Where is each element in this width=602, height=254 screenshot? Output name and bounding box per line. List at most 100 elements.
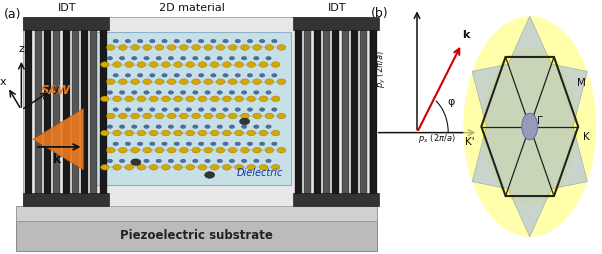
Circle shape xyxy=(223,74,228,78)
Circle shape xyxy=(241,91,247,95)
Circle shape xyxy=(199,142,204,146)
Polygon shape xyxy=(33,109,84,170)
Text: Dielectric: Dielectric xyxy=(237,168,284,178)
Circle shape xyxy=(144,57,149,61)
Circle shape xyxy=(216,80,225,85)
Circle shape xyxy=(161,165,170,170)
Circle shape xyxy=(228,114,237,119)
Text: x: x xyxy=(0,77,7,87)
Circle shape xyxy=(156,125,161,129)
Polygon shape xyxy=(23,18,109,30)
Circle shape xyxy=(132,160,137,163)
Circle shape xyxy=(107,80,115,85)
Circle shape xyxy=(204,80,213,85)
Circle shape xyxy=(186,97,194,102)
Circle shape xyxy=(205,125,210,129)
Circle shape xyxy=(168,91,173,95)
Circle shape xyxy=(210,131,219,136)
Circle shape xyxy=(210,62,219,68)
Circle shape xyxy=(259,131,268,136)
Circle shape xyxy=(174,74,179,78)
Circle shape xyxy=(235,142,240,146)
Circle shape xyxy=(228,148,237,153)
Circle shape xyxy=(162,40,167,44)
Circle shape xyxy=(119,45,127,51)
Circle shape xyxy=(149,165,158,170)
Circle shape xyxy=(278,114,286,119)
Circle shape xyxy=(144,125,149,129)
Circle shape xyxy=(253,45,261,51)
Circle shape xyxy=(125,40,131,44)
Circle shape xyxy=(168,57,173,61)
Polygon shape xyxy=(342,23,349,201)
Circle shape xyxy=(241,160,247,163)
Circle shape xyxy=(216,148,225,153)
Circle shape xyxy=(265,148,273,153)
Polygon shape xyxy=(472,17,588,237)
Circle shape xyxy=(179,45,188,51)
Circle shape xyxy=(217,160,222,163)
Polygon shape xyxy=(293,193,379,206)
Polygon shape xyxy=(351,23,358,201)
Text: $p_x\ (2\pi/a)$: $p_x\ (2\pi/a)$ xyxy=(418,132,456,145)
Text: IDT: IDT xyxy=(327,3,346,13)
Circle shape xyxy=(217,91,222,95)
Circle shape xyxy=(162,142,167,146)
Circle shape xyxy=(161,62,170,68)
Circle shape xyxy=(174,108,179,112)
Circle shape xyxy=(223,62,231,68)
Circle shape xyxy=(235,131,243,136)
Circle shape xyxy=(253,125,259,129)
Polygon shape xyxy=(63,23,69,201)
Circle shape xyxy=(143,114,152,119)
Polygon shape xyxy=(44,23,51,201)
Circle shape xyxy=(210,165,219,170)
Circle shape xyxy=(266,91,272,95)
Polygon shape xyxy=(90,23,98,201)
Circle shape xyxy=(235,165,243,170)
Circle shape xyxy=(199,108,204,112)
Circle shape xyxy=(217,125,222,129)
Text: $\Gamma$: $\Gamma$ xyxy=(536,114,543,126)
Circle shape xyxy=(179,114,188,119)
Circle shape xyxy=(131,114,139,119)
Text: Piezoelectric substrate: Piezoelectric substrate xyxy=(120,229,273,241)
Circle shape xyxy=(174,131,182,136)
Circle shape xyxy=(119,57,125,61)
Circle shape xyxy=(155,45,164,51)
Polygon shape xyxy=(314,23,321,201)
Circle shape xyxy=(125,97,134,102)
Circle shape xyxy=(216,45,225,51)
Circle shape xyxy=(150,108,155,112)
Circle shape xyxy=(193,91,198,95)
Circle shape xyxy=(174,97,182,102)
Circle shape xyxy=(205,172,215,179)
Circle shape xyxy=(107,114,115,119)
Circle shape xyxy=(272,62,280,68)
Polygon shape xyxy=(53,23,60,201)
Circle shape xyxy=(137,40,143,44)
Circle shape xyxy=(167,148,176,153)
Circle shape xyxy=(150,74,155,78)
Circle shape xyxy=(205,160,210,163)
Polygon shape xyxy=(23,193,109,206)
Circle shape xyxy=(113,40,119,44)
Circle shape xyxy=(156,91,161,95)
Circle shape xyxy=(204,114,213,119)
Circle shape xyxy=(181,57,186,61)
Circle shape xyxy=(223,40,228,44)
Circle shape xyxy=(193,57,198,61)
Circle shape xyxy=(131,159,141,166)
Circle shape xyxy=(107,57,113,61)
Polygon shape xyxy=(16,206,377,221)
Circle shape xyxy=(162,108,167,112)
Circle shape xyxy=(253,91,259,95)
Circle shape xyxy=(229,160,235,163)
Circle shape xyxy=(101,131,109,136)
Circle shape xyxy=(155,148,164,153)
Circle shape xyxy=(174,62,182,68)
Circle shape xyxy=(272,108,277,112)
Circle shape xyxy=(131,148,139,153)
Circle shape xyxy=(113,62,122,68)
Polygon shape xyxy=(23,18,369,206)
